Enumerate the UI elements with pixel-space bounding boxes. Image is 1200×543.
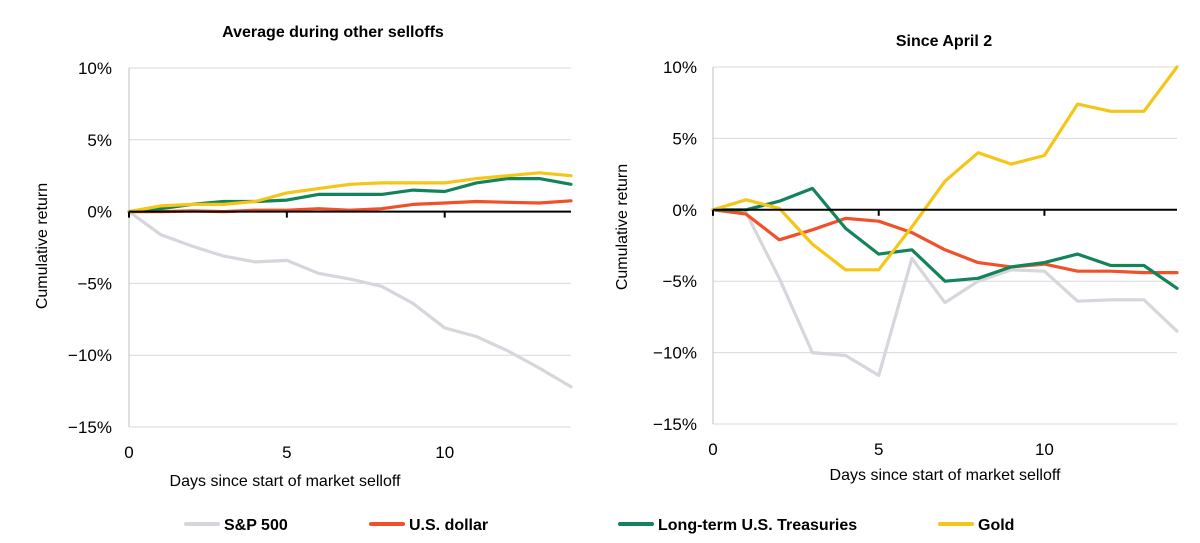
legend-label: S&P 500 (224, 517, 288, 534)
series-line-sandp-500 (127, 210, 573, 389)
series-line-u-s-dollar (711, 208, 1179, 275)
chart-title: Average during other selloffs (222, 24, 444, 41)
x-tick-label: 5 (874, 440, 883, 459)
x-tick-label: 0 (708, 440, 717, 459)
legend-label: Gold (978, 517, 1014, 534)
series-line-gold (127, 171, 573, 214)
legend: S&P 500 U.S. dollar Long-term U.S. Treasur… (184, 517, 1014, 534)
y-tick-label: 0% (672, 201, 697, 220)
legend-label: U.S. dollar (409, 517, 488, 534)
chart-average-other-selloffs: Average during other selloffs 10% 5% 0% −5% −… (34, 24, 573, 490)
legend-item-u-s-dollar: U.S. dollar (369, 517, 488, 534)
y-tick-label: −10% (653, 344, 697, 363)
chart-since-april-2: Since April 2 10% 5% 0% −5% −10% −15% 0 5 10 Days … (614, 33, 1179, 484)
legend-label: Long-term U.S. Treasuries (658, 517, 857, 534)
x-axis-label: Days since start of market selloff (170, 473, 401, 490)
y-tick-label: −5% (663, 272, 698, 291)
series-line-gold (711, 65, 1179, 272)
y-tick-label: 10% (78, 59, 112, 78)
x-tick-label: 10 (1035, 440, 1054, 459)
x-tick-label: 10 (435, 443, 454, 462)
chart-title: Since April 2 (896, 33, 992, 50)
y-tick-label: −15% (653, 415, 697, 434)
y-axis-label: Cumulative return (34, 183, 51, 309)
legend-item-long-term-u-s-treasuries: Long-term U.S. Treasuries (618, 517, 857, 534)
series-line-sandp-500 (711, 208, 1179, 377)
y-tick-label: 0% (87, 203, 112, 222)
y-tick-label: −10% (68, 346, 112, 365)
y-axis-label: Cumulative return (614, 164, 631, 290)
series-line-u-s-dollar (127, 199, 573, 214)
legend-item-sandp-500: S&P 500 (184, 517, 288, 534)
x-tick-label: 5 (282, 443, 291, 462)
series-line-long-term-u-s-treasuries (711, 186, 1179, 290)
y-tick-label: −15% (68, 418, 112, 437)
y-tick-label: −5% (78, 274, 113, 293)
y-tick-label: 10% (663, 58, 697, 77)
x-axis-label: Days since start of market selloff (830, 467, 1061, 484)
y-tick-label: 5% (672, 129, 697, 148)
x-tick-label: 0 (124, 443, 133, 462)
legend-item-gold: Gold (938, 517, 1014, 534)
y-tick-label: 5% (87, 131, 112, 150)
